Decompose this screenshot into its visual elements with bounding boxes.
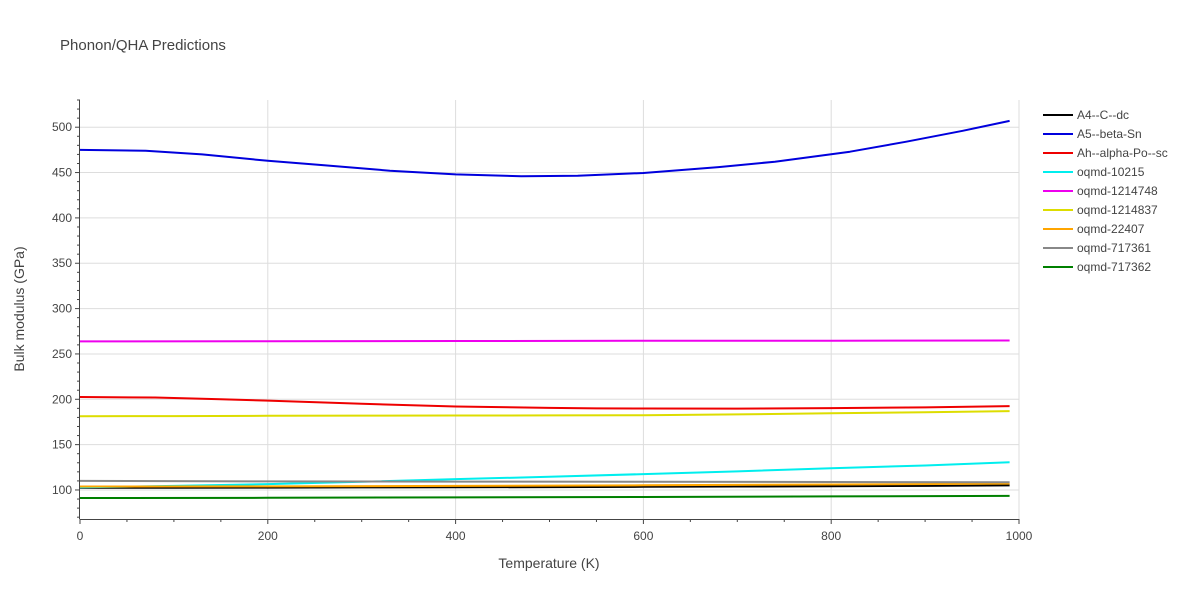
legend-item[interactable]: oqmd-1214837 bbox=[1043, 203, 1158, 217]
legend-label: oqmd-717361 bbox=[1077, 241, 1151, 255]
legend-item[interactable]: Ah--alpha-Po--sc bbox=[1043, 146, 1168, 160]
y-tick-label: 350 bbox=[52, 256, 72, 270]
series-line-oqmd-717361 bbox=[79, 479, 1010, 484]
legend[interactable]: A4--C--dc A5--beta-Sn Ah--alpha-Po--sc oqmd… bbox=[1043, 108, 1168, 274]
x-tick-label: 1000 bbox=[1006, 529, 1033, 543]
x-tick-label: 0 bbox=[77, 529, 84, 543]
legend-label: oqmd-717362 bbox=[1077, 260, 1151, 274]
series-line-oqmd-1214837 bbox=[79, 410, 1010, 418]
legend-item[interactable]: A4--C--dc bbox=[1043, 108, 1129, 122]
legend-item[interactable]: oqmd-10215 bbox=[1043, 165, 1145, 179]
y-tick-label: 100 bbox=[52, 483, 72, 497]
series-line-oqmd-717362 bbox=[79, 494, 1010, 499]
series-line-oqmd-10215 bbox=[79, 461, 1010, 489]
x-tick-label: 200 bbox=[258, 529, 278, 543]
y-tick-label: 200 bbox=[52, 392, 72, 406]
x-tick-label: 400 bbox=[446, 529, 466, 543]
x-axis-title: Temperature (K) bbox=[498, 555, 599, 571]
y-tick-label: 450 bbox=[52, 166, 72, 180]
grid bbox=[80, 100, 1020, 519]
legend-label: A4--C--dc bbox=[1077, 108, 1129, 122]
series-line-Ah--alpha-Po--sc bbox=[79, 396, 1010, 410]
x-tick-label: 600 bbox=[633, 529, 653, 543]
y-tick-label: 150 bbox=[52, 438, 72, 452]
series-line-A5--beta-Sn bbox=[79, 119, 1010, 178]
legend-item[interactable]: oqmd-717361 bbox=[1043, 241, 1151, 255]
y-tick-label: 300 bbox=[52, 302, 72, 316]
series-line-A4--C--dc bbox=[80, 484, 1010, 489]
legend-item[interactable]: oqmd-1214748 bbox=[1043, 184, 1158, 198]
legend-label: Ah--alpha-Po--sc bbox=[1077, 146, 1168, 160]
chart-title: Phonon/QHA Predictions bbox=[60, 37, 226, 54]
y-tick-label: 250 bbox=[52, 347, 72, 361]
legend-label: oqmd-22407 bbox=[1077, 222, 1145, 236]
legend-item[interactable]: oqmd-717362 bbox=[1043, 260, 1151, 274]
legend-label: oqmd-1214748 bbox=[1077, 184, 1158, 198]
legend-label: A5--beta-Sn bbox=[1077, 127, 1142, 141]
series-line-oqmd-1214748 bbox=[79, 339, 1010, 343]
series-line-oqmd-22407 bbox=[79, 482, 1010, 488]
axes: 100 150 200 250 300 350 400 450 500 0 200 400 600 800… bbox=[52, 99, 1033, 543]
y-tick-label: 400 bbox=[52, 211, 72, 225]
y-tick-label: 500 bbox=[52, 120, 72, 134]
y-axis-title: Bulk modulus (GPa) bbox=[11, 246, 27, 371]
legend-item[interactable]: oqmd-22407 bbox=[1043, 222, 1145, 236]
plot-area bbox=[79, 119, 1010, 499]
legend-label: oqmd-10215 bbox=[1077, 165, 1145, 179]
legend-item[interactable]: A5--beta-Sn bbox=[1043, 127, 1142, 141]
x-tick-label: 800 bbox=[821, 529, 841, 543]
legend-label: oqmd-1214837 bbox=[1077, 203, 1158, 217]
